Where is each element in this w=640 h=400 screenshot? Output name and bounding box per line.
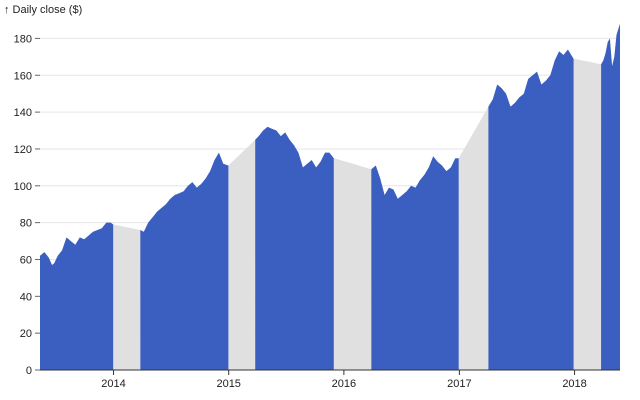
y-tick-label: 140 — [14, 107, 32, 119]
series-area-segment — [371, 156, 459, 370]
gap-area — [573, 58, 602, 371]
x-tick-label: 2016 — [332, 378, 356, 390]
y-tick-label: 0 — [26, 365, 32, 377]
series-area-segment — [40, 222, 114, 370]
y-tick-label: 20 — [20, 328, 32, 340]
x-tick-label: 2015 — [216, 378, 240, 390]
y-tick-label: 60 — [20, 254, 32, 266]
y-tick-label: 180 — [14, 33, 32, 45]
series-area-segment — [488, 49, 574, 370]
gap-area — [228, 139, 256, 370]
y-axis-title: ↑ Daily close ($) — [4, 4, 82, 16]
y-tick-label: 80 — [20, 218, 32, 230]
gap-area — [333, 158, 372, 370]
gap-area — [458, 106, 489, 370]
series-area-segment — [255, 126, 334, 370]
area-series — [40, 23, 620, 371]
x-tick-label: 2014 — [101, 378, 125, 390]
x-tick-label: 2018 — [562, 378, 586, 390]
y-tick-label: 120 — [14, 144, 32, 156]
axes: 0 20 40 60 80 100 120 140 160 180 2014 2015 2016 2017… — [14, 33, 620, 390]
y-tick-label: 100 — [14, 181, 32, 193]
gap-area — [113, 224, 141, 370]
x-tick-label: 2017 — [447, 378, 471, 390]
y-tick-label: 160 — [14, 70, 32, 82]
series-area-segment — [601, 23, 620, 370]
y-tick-label: 40 — [20, 291, 32, 303]
series-area-segment — [140, 152, 229, 370]
